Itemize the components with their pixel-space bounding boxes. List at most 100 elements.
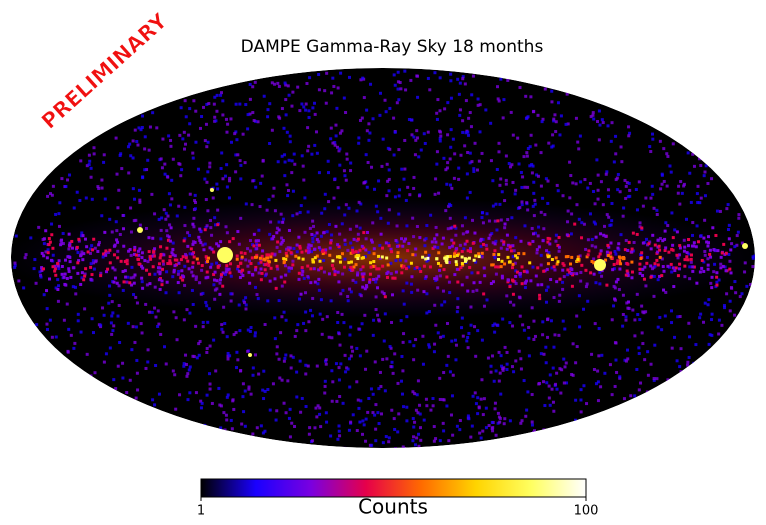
sky-pixel bbox=[525, 151, 528, 154]
sky-pixel bbox=[219, 282, 222, 285]
sky-pixel bbox=[387, 222, 390, 225]
sky-pixel bbox=[165, 291, 168, 294]
sky-pixel bbox=[635, 368, 638, 371]
plane-pixel bbox=[196, 258, 199, 261]
sky-pixel bbox=[201, 402, 204, 405]
plane-pixel bbox=[99, 274, 102, 277]
sky-pixel bbox=[393, 153, 396, 156]
sky-pixel bbox=[397, 80, 400, 83]
sky-pixel bbox=[345, 179, 348, 182]
sky-pixel bbox=[307, 109, 310, 112]
sky-pixel bbox=[495, 273, 498, 276]
plane-pixel bbox=[66, 255, 69, 258]
plane-pixel bbox=[124, 260, 127, 263]
sky-pixel bbox=[505, 183, 508, 186]
plane-pixel bbox=[361, 245, 364, 248]
sky-pixel bbox=[525, 201, 528, 204]
sky-pixel bbox=[715, 281, 718, 284]
sky-pixel bbox=[330, 336, 333, 339]
sky-pixel bbox=[668, 165, 671, 168]
sky-pixel bbox=[209, 219, 212, 222]
sky-pixel bbox=[343, 169, 346, 172]
sky-pixel bbox=[551, 388, 554, 391]
sky-pixel bbox=[481, 152, 484, 155]
plane-pixel bbox=[191, 223, 194, 226]
sky-pixel bbox=[312, 225, 315, 228]
sky-pixel bbox=[254, 186, 257, 189]
plane-pixel bbox=[477, 252, 480, 255]
sky-pixel bbox=[357, 142, 360, 145]
plane-pixel bbox=[81, 271, 84, 274]
plane-pixel bbox=[285, 252, 288, 255]
sky-pixel bbox=[344, 111, 347, 114]
plane-pixel bbox=[60, 239, 63, 242]
sky-pixel bbox=[688, 265, 691, 268]
sky-pixel bbox=[639, 382, 642, 385]
plane-pixel bbox=[173, 264, 176, 267]
sky-pixel bbox=[370, 387, 373, 390]
sky-pixel bbox=[470, 125, 473, 128]
sky-pixel bbox=[518, 162, 521, 165]
plane-pixel bbox=[580, 264, 583, 267]
plane-pixel bbox=[712, 248, 715, 251]
sky-pixel bbox=[523, 224, 526, 227]
sky-pixel bbox=[425, 312, 428, 315]
plane-pixel bbox=[253, 233, 256, 236]
plane-pixel bbox=[730, 271, 733, 274]
sky-pixel bbox=[420, 149, 423, 152]
sky-pixel bbox=[514, 189, 517, 192]
plane-pixel bbox=[240, 251, 243, 254]
sky-pixel bbox=[556, 184, 559, 187]
sky-pixel bbox=[555, 120, 558, 123]
plane-pixel bbox=[147, 236, 150, 239]
plane-pixel bbox=[336, 243, 339, 246]
sky-pixel bbox=[445, 404, 448, 407]
sky-pixel bbox=[374, 403, 377, 406]
sky-pixel bbox=[660, 328, 663, 331]
sky-pixel bbox=[433, 440, 436, 443]
plane-pixel bbox=[362, 231, 365, 234]
sky-pixel bbox=[347, 299, 350, 302]
sky-pixel bbox=[295, 395, 298, 398]
sky-pixel bbox=[374, 360, 377, 363]
sky-pixel bbox=[118, 341, 121, 344]
plane-pixel bbox=[517, 252, 520, 255]
sky-pixel bbox=[186, 372, 189, 375]
sky-pixel bbox=[239, 369, 242, 372]
sky-pixel bbox=[376, 314, 379, 317]
plane-pixel bbox=[297, 236, 300, 239]
sky-pixel bbox=[308, 433, 311, 436]
sky-pixel bbox=[678, 365, 681, 368]
sky-pixel bbox=[566, 220, 569, 223]
sky-pixel bbox=[348, 386, 351, 389]
sky-pixel bbox=[499, 372, 502, 375]
sky-pixel bbox=[703, 250, 706, 253]
sky-pixel bbox=[135, 397, 138, 400]
sky-pixel bbox=[293, 163, 296, 166]
sky-pixel bbox=[653, 275, 656, 278]
sky-pixel bbox=[122, 214, 125, 217]
plane-pixel bbox=[702, 270, 705, 273]
plane-pixel bbox=[206, 276, 209, 279]
sky-pixel bbox=[365, 237, 368, 240]
sky-pixel bbox=[751, 265, 754, 268]
sky-pixel bbox=[280, 315, 283, 318]
sky-pixel bbox=[519, 315, 522, 318]
sky-pixel bbox=[300, 103, 303, 106]
sky-pixel bbox=[260, 424, 263, 427]
sky-pixel bbox=[500, 219, 503, 222]
plane-pixel bbox=[641, 268, 644, 271]
sky-pixel bbox=[278, 358, 281, 361]
sky-pixel bbox=[198, 354, 201, 357]
plane-pixel bbox=[369, 273, 372, 276]
plane-pixel bbox=[238, 270, 241, 273]
sky-pixel bbox=[388, 189, 391, 192]
plane-pixel bbox=[85, 245, 88, 248]
sky-pixel bbox=[534, 144, 537, 147]
sky-pixel bbox=[199, 127, 202, 130]
sky-pixel bbox=[532, 192, 535, 195]
sky-pixel bbox=[215, 287, 218, 290]
plane-pixel bbox=[47, 251, 50, 254]
sky-pixel bbox=[491, 354, 494, 357]
sky-pixel bbox=[221, 99, 224, 102]
